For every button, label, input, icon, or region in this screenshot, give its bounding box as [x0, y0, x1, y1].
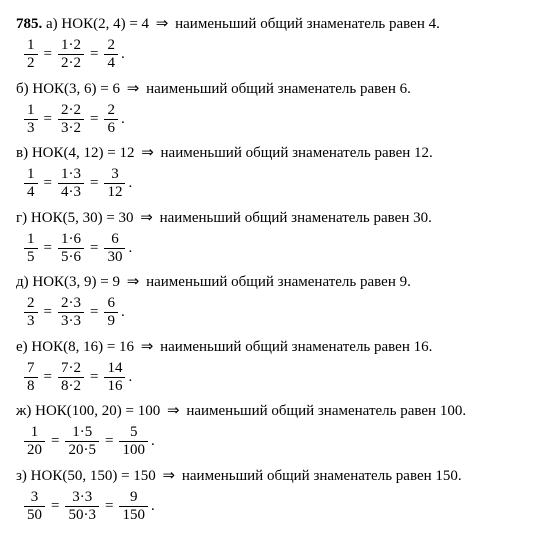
statement-line: г) НОК(5, 30) = 30 ⇒ наименьший общий зн… [16, 208, 534, 229]
lcm-expr: НОК(8, 16) = 16 [31, 339, 134, 355]
implies-arrow: ⇒ [163, 403, 183, 419]
implies-arrow: ⇒ [123, 274, 143, 290]
problem-number: 785. [16, 16, 42, 32]
conclusion-text: наименьший общий знаменатель равен 16. [160, 339, 432, 355]
equals-sign: = [44, 302, 52, 323]
conclusion-text: наименьший общий знаменатель равен 4. [175, 16, 440, 32]
part-label: в) [16, 145, 28, 161]
conclusion-text: наименьший общий знаменатель равен 9. [146, 274, 411, 290]
period: . [121, 302, 125, 323]
statement-line: в) НОК(4, 12) = 12 ⇒ наименьший общий зн… [16, 143, 534, 164]
conclusion-text: наименьший общий знаменатель равен 150. [182, 468, 462, 484]
part: з) НОК(50, 150) = 150 ⇒ наименьший общий… [16, 466, 534, 525]
equation-line: 120=1·520·5=5100. [22, 424, 534, 460]
equals-sign: = [44, 238, 52, 259]
equals-sign: = [44, 173, 52, 194]
implies-arrow: ⇒ [152, 16, 172, 32]
equals-sign: = [90, 173, 98, 194]
lcm-expr: НОК(100, 20) = 100 [35, 403, 160, 419]
implies-arrow: ⇒ [137, 339, 157, 355]
equation-line: 15=1·65·6=630. [22, 231, 534, 267]
lcm-expr: НОК(3, 9) = 9 [32, 274, 120, 290]
lcm-expr: НОК(5, 30) = 30 [31, 210, 134, 226]
equals-sign: = [90, 44, 98, 65]
statement-line: д) НОК(3, 9) = 9 ⇒ наименьший общий знам… [16, 272, 534, 293]
statement-line: з) НОК(50, 150) = 150 ⇒ наименьший общий… [16, 466, 534, 487]
period: . [151, 431, 155, 452]
part: г) НОК(5, 30) = 30 ⇒ наименьший общий зн… [16, 208, 534, 267]
statement-line: е) НОК(8, 16) = 16 ⇒ наименьший общий зн… [16, 337, 534, 358]
implies-arrow: ⇒ [137, 210, 157, 226]
lcm-expr: НОК(4, 12) = 12 [32, 145, 135, 161]
lcm-expr: НОК(2, 4) = 4 [61, 16, 149, 32]
period: . [121, 44, 125, 65]
statement-line: б) НОК(3, 6) = 6 ⇒ наименьший общий знам… [16, 79, 534, 100]
equals-sign: = [51, 496, 59, 517]
part-label: е) [16, 339, 28, 355]
period: . [128, 367, 132, 388]
equation-line: 12=1·22·2=24. [22, 37, 534, 73]
statement-line: 785. а) НОК(2, 4) = 4 ⇒ наименьший общий… [16, 14, 534, 35]
equals-sign: = [44, 109, 52, 130]
conclusion-text: наименьший общий знаменатель равен 30. [160, 210, 432, 226]
implies-arrow: ⇒ [159, 468, 179, 484]
conclusion-text: наименьший общий знаменатель равен 12. [161, 145, 433, 161]
equation-line: 14=1·34·3=312. [22, 166, 534, 202]
part-label: ж) [16, 403, 31, 419]
conclusion-text: наименьший общий знаменатель равен 100. [186, 403, 466, 419]
equals-sign: = [90, 367, 98, 388]
statement-line: ж) НОК(100, 20) = 100 ⇒ наименьший общий… [16, 401, 534, 422]
implies-arrow: ⇒ [123, 81, 143, 97]
equation-line: 23=2·33·3=69. [22, 295, 534, 331]
equals-sign: = [44, 44, 52, 65]
implies-arrow: ⇒ [137, 145, 157, 161]
equals-sign: = [105, 431, 113, 452]
equation-line: 350=3·350·3=9150. [22, 489, 534, 525]
equals-sign: = [44, 367, 52, 388]
conclusion-text: наименьший общий знаменатель равен 6. [146, 81, 411, 97]
equals-sign: = [90, 302, 98, 323]
part-label: а) [46, 16, 58, 32]
period: . [128, 173, 132, 194]
part: ж) НОК(100, 20) = 100 ⇒ наименьший общий… [16, 401, 534, 460]
period: . [151, 496, 155, 517]
part-label: з) [16, 468, 27, 484]
equation-line: 78=7·28·2=1416. [22, 360, 534, 396]
part: в) НОК(4, 12) = 12 ⇒ наименьший общий зн… [16, 143, 534, 202]
part: 785. а) НОК(2, 4) = 4 ⇒ наименьший общий… [16, 14, 534, 73]
problem-content: 785. а) НОК(2, 4) = 4 ⇒ наименьший общий… [16, 14, 534, 524]
part-label: б) [16, 81, 29, 97]
equals-sign: = [90, 238, 98, 259]
equation-line: 13=2·23·2=26. [22, 102, 534, 138]
equals-sign: = [90, 109, 98, 130]
part-label: г) [16, 210, 27, 226]
lcm-expr: НОК(3, 6) = 6 [32, 81, 120, 97]
equals-sign: = [105, 496, 113, 517]
equals-sign: = [51, 431, 59, 452]
lcm-expr: НОК(50, 150) = 150 [31, 468, 156, 484]
period: . [128, 238, 132, 259]
part-label: д) [16, 274, 29, 290]
part: д) НОК(3, 9) = 9 ⇒ наименьший общий знам… [16, 272, 534, 331]
part: е) НОК(8, 16) = 16 ⇒ наименьший общий зн… [16, 337, 534, 396]
period: . [121, 109, 125, 130]
part: б) НОК(3, 6) = 6 ⇒ наименьший общий знам… [16, 79, 534, 138]
